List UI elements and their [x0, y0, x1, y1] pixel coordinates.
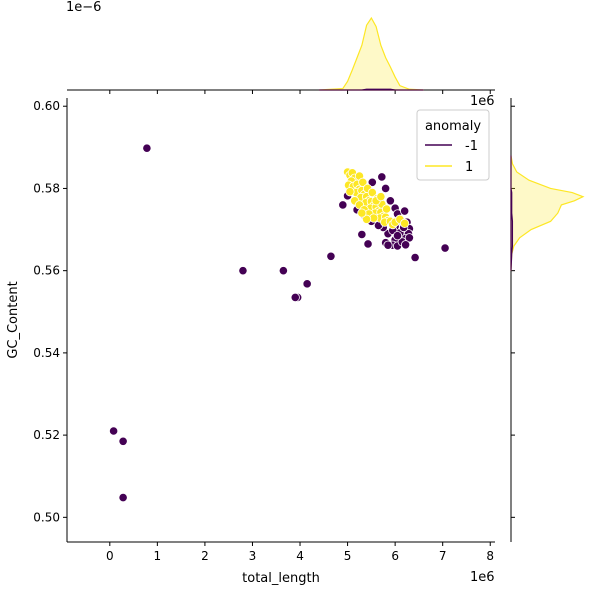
- legend-label-neg1: -1: [465, 139, 478, 154]
- main-axes: 0 1 2 3 4 5 6 7 8 0.50 0.52 0.54 0.56 0.58 0.60 total…: [6, 98, 495, 586]
- anomaly-neg1-point: [302, 279, 312, 289]
- anomaly-neg1-point: [392, 231, 403, 241]
- x-tick-label: 5: [344, 549, 352, 563]
- anomaly-1-point: [367, 187, 377, 198]
- anomaly-neg1-point: [383, 240, 393, 250]
- anomaly-neg1-point: [381, 183, 391, 194]
- anomaly-neg1-point: [238, 266, 248, 276]
- y-tick-label: 0.50: [33, 510, 60, 524]
- x-tick-label: 1: [154, 549, 162, 563]
- x-tick-label: 7: [439, 549, 447, 563]
- top-density-1: [319, 16, 424, 91]
- anomaly-1-point: [376, 192, 386, 202]
- anomaly-neg1-point: [290, 292, 300, 302]
- scatter-points: [109, 143, 450, 503]
- x-tick-label: 6: [391, 549, 399, 563]
- y-tick-label: 0.58: [33, 181, 60, 195]
- anomaly-neg1-point: [118, 492, 128, 503]
- anomaly-neg1-point: [363, 239, 373, 249]
- anomaly-neg1-point: [385, 196, 395, 206]
- legend-title: anomaly: [425, 119, 481, 134]
- x-offset-label: 1e6: [470, 570, 495, 585]
- anomaly-neg1-point: [278, 266, 288, 276]
- right-marginal-density: 1e6: [470, 94, 585, 542]
- anomaly-1-point: [381, 204, 392, 214]
- legend: anomaly -1 1: [416, 109, 490, 181]
- anomaly-1-point: [358, 177, 368, 187]
- x-tick-label: 0: [106, 549, 114, 563]
- top-marginal-offset-label: 1e−6: [66, 0, 101, 15]
- anomaly-neg1-point: [367, 177, 377, 187]
- right-marginal-offset-label: 1e6: [470, 94, 495, 109]
- right-density-neg1: [510, 155, 514, 271]
- anomaly-1-point: [357, 208, 367, 218]
- x-tick-label: 2: [201, 549, 209, 563]
- anomaly-neg1-point: [377, 172, 387, 182]
- anomaly-neg1-point: [109, 426, 119, 436]
- anomaly-neg1-point: [118, 436, 128, 446]
- x-ticks: 0 1 2 3 4 5 6 7 8: [106, 542, 494, 563]
- y-tick-label: 0.54: [33, 346, 60, 360]
- anomaly-neg1-point: [357, 229, 367, 240]
- anomaly-1-point: [345, 187, 355, 197]
- top-density-neg1: [319, 88, 424, 91]
- y-axis-label: GC_Content: [6, 281, 21, 358]
- anomaly-neg1-point: [338, 200, 348, 210]
- legend-label-1: 1: [465, 160, 473, 175]
- anomaly-1-point: [400, 218, 410, 228]
- x-tick-label: 8: [486, 549, 494, 563]
- x-axis-label: total_length: [242, 571, 320, 586]
- anomaly-neg1-point: [326, 251, 336, 261]
- y-tick-label: 0.56: [33, 264, 60, 278]
- x-tick-label: 4: [296, 549, 304, 563]
- right-density-1: [510, 155, 585, 271]
- anomaly-1-point: [361, 214, 372, 224]
- legend-box: [416, 109, 490, 181]
- y-tick-label: 0.52: [33, 428, 60, 442]
- anomaly-neg1-point: [404, 233, 414, 243]
- anomaly-neg1-point: [410, 252, 420, 263]
- anomaly-neg1-point: [440, 243, 450, 253]
- y-tick-label: 0.60: [33, 99, 60, 113]
- x-tick-label: 3: [249, 549, 257, 563]
- anomaly-neg1-point: [400, 240, 411, 250]
- top-marginal-density: 1e−6: [66, 0, 495, 94]
- anomaly-neg1-point: [142, 143, 152, 153]
- anomaly-neg1-point: [400, 206, 410, 216]
- y-ticks: 0.50 0.52 0.54 0.56 0.58 0.60: [33, 99, 67, 524]
